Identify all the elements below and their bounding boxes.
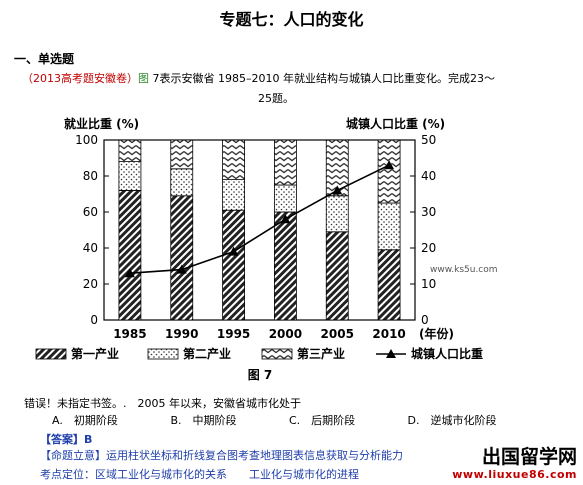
watermark-brand: 出国留学网 bbox=[481, 446, 577, 468]
question-text-continued: 25题。 bbox=[258, 92, 294, 105]
legend-urban-marker bbox=[386, 349, 396, 358]
bar-secondary-industry bbox=[170, 168, 194, 197]
document-title: 专题七：人口的变化 bbox=[219, 10, 364, 29]
chart-watermark: www.ks5u.com bbox=[430, 265, 498, 275]
left-tick-label: 80 bbox=[83, 169, 98, 183]
question-23: 错误！未指定书签。. 2005 年以来，安徽省城市化处于 bbox=[24, 397, 301, 410]
left-tick-label: 40 bbox=[83, 241, 98, 255]
question-text: 7表示安徽省 1985–2010 年就业结构与城镇人口比重变化。完成23～ bbox=[152, 72, 495, 85]
bar-secondary-industry bbox=[118, 161, 142, 191]
bar-tertiary-industry bbox=[170, 139, 194, 170]
intent-text: 运用柱状坐标和折线复合图考查地理图表信息获取与分析能力 bbox=[106, 449, 403, 462]
legend-urban-label: 城镇人口比重 bbox=[411, 346, 483, 361]
employment-urbanization-chart: 就业比重 (%) 城镇人口比重 (%) 0 20 40 60 80 100 0 10 20 30 40 5… bbox=[35, 116, 498, 382]
left-axis-title: 就业比重 (%) bbox=[64, 116, 139, 131]
answer-value: B bbox=[84, 433, 93, 446]
right-axis-title: 城镇人口比重 (%) bbox=[346, 116, 445, 131]
plot-frame bbox=[103, 139, 416, 321]
bar-tertiary-industry bbox=[325, 139, 349, 197]
option-b[interactable]: B. 中期阶段 bbox=[170, 414, 237, 427]
left-tick-label: 0 bbox=[90, 313, 98, 327]
right-tick-label: 50 bbox=[421, 133, 436, 147]
legend-primary-swatch bbox=[35, 348, 67, 360]
figure-caption: 图 7 bbox=[248, 368, 273, 382]
bar-tertiary-industry bbox=[118, 139, 142, 163]
legend-tertiary-swatch bbox=[261, 348, 293, 360]
option-c[interactable]: C. 后期阶段 bbox=[289, 414, 356, 427]
urban-ratio-point bbox=[332, 185, 343, 195]
intent-line: 【命题立意】运用柱状坐标和折线复合图考查地理图表信息获取与分析能力 bbox=[40, 447, 403, 463]
x-axis-title: (年份) bbox=[419, 326, 454, 341]
answer-line: 【答案】B bbox=[40, 431, 92, 447]
urban-ratio-point bbox=[124, 268, 135, 278]
urban-ratio-point bbox=[384, 160, 395, 170]
section-heading: 一、单选题 bbox=[14, 52, 75, 66]
bar-primary-industry bbox=[118, 190, 142, 321]
bar-tertiary-industry bbox=[377, 139, 401, 204]
bar-secondary-industry bbox=[274, 184, 297, 213]
knowledge-point: 考点定位：区域工业化与城市化的关系 工业化与城市化的进程 bbox=[40, 468, 359, 481]
x-tick-label: 1990 bbox=[165, 327, 198, 341]
bar-tertiary-industry bbox=[274, 139, 297, 186]
right-tick-label: 10 bbox=[421, 277, 436, 291]
answer-label: 【答案】 bbox=[40, 433, 84, 446]
urban-ratio-point bbox=[228, 246, 239, 256]
x-tick-label: 2000 bbox=[269, 327, 302, 341]
left-tick-label: 60 bbox=[83, 205, 98, 219]
question-stem: （2013高考题安徽卷）图 7表示安徽省 1985–2010 年就业结构与城镇人… bbox=[22, 70, 495, 86]
left-tick-label: 100 bbox=[75, 133, 98, 147]
option-d[interactable]: D. 逆城市化阶段 bbox=[407, 414, 497, 427]
option-a[interactable]: A. 初期阶段 bbox=[52, 414, 118, 427]
legend-secondary-swatch bbox=[147, 348, 179, 360]
urban-ratio-point bbox=[280, 214, 291, 224]
x-tick-label: 1995 bbox=[217, 327, 250, 341]
urban-ratio-line bbox=[129, 164, 390, 274]
watermark-url: www.liuxue86.com bbox=[452, 468, 577, 481]
question-source: （2013高考题安徽卷） bbox=[22, 72, 138, 85]
answer-options: A. 初期阶段 B. 中期阶段 C. 后期阶段 D. 逆城市化阶段 bbox=[52, 412, 496, 428]
x-tick-label: 2010 bbox=[372, 327, 405, 341]
site-watermark: 出国留学网 www.liuxue86.com bbox=[452, 448, 577, 484]
bar-primary-industry bbox=[170, 195, 194, 321]
bar-secondary-industry bbox=[222, 179, 245, 211]
bar-secondary-industry bbox=[377, 202, 401, 251]
x-tick-label: 2005 bbox=[321, 327, 354, 341]
intent-label: 【命题立意】 bbox=[40, 449, 106, 462]
legend-secondary-label: 第二产业 bbox=[183, 346, 231, 361]
bar-primary-industry bbox=[274, 211, 297, 321]
legend-primary-label: 第一产业 bbox=[71, 346, 119, 361]
left-tick-label: 20 bbox=[83, 277, 98, 291]
right-tick-label: 20 bbox=[421, 241, 436, 255]
bar-primary-industry bbox=[325, 231, 349, 321]
urban-ratio-point bbox=[176, 264, 187, 274]
bar-primary-industry bbox=[377, 249, 401, 321]
right-tick-label: 40 bbox=[421, 169, 436, 183]
bar-primary-industry bbox=[222, 209, 245, 321]
figure-link[interactable]: 图 bbox=[138, 72, 149, 85]
legend-tertiary-label: 第三产业 bbox=[297, 346, 345, 361]
bar-secondary-industry bbox=[325, 195, 349, 233]
x-tick-label: 1985 bbox=[113, 327, 146, 341]
right-tick-label: 30 bbox=[421, 205, 436, 219]
bar-tertiary-industry bbox=[222, 139, 245, 180]
right-tick-label: 0 bbox=[421, 313, 429, 327]
